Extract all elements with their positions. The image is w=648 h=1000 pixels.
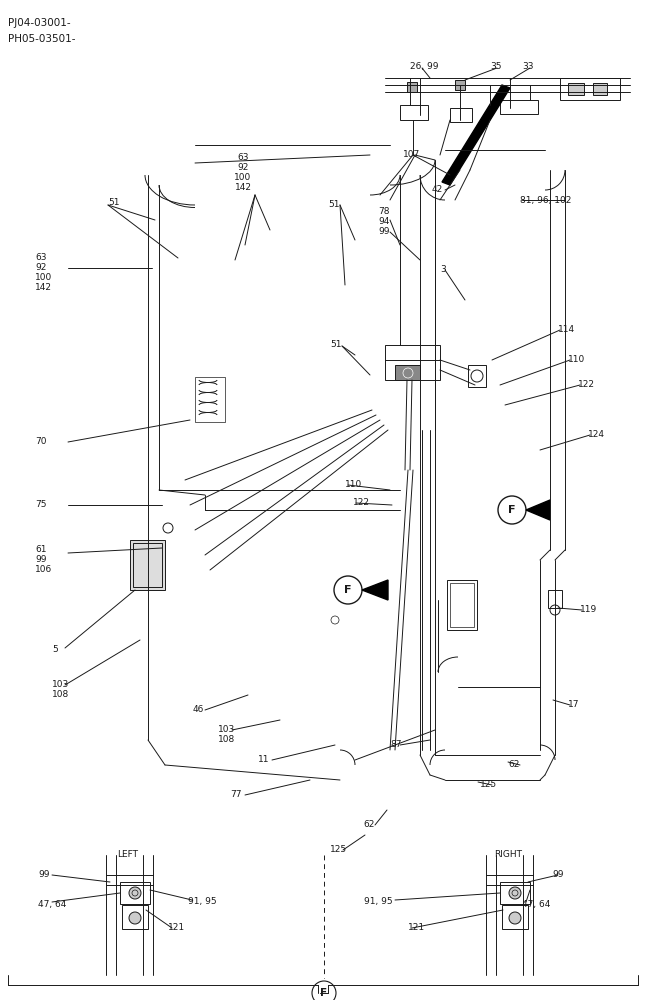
- Bar: [500, 100, 538, 114]
- Text: 108: 108: [218, 735, 235, 744]
- Bar: [407, 82, 417, 92]
- Text: 47, 64: 47, 64: [38, 900, 66, 909]
- Text: 107: 107: [403, 150, 421, 159]
- Text: 63: 63: [35, 253, 47, 262]
- Bar: [447, 580, 477, 630]
- Circle shape: [312, 981, 336, 1000]
- Text: 75: 75: [35, 500, 47, 509]
- Text: 142: 142: [235, 183, 251, 192]
- Bar: [130, 540, 165, 590]
- Text: 62: 62: [363, 820, 375, 829]
- Text: 87: 87: [390, 740, 402, 749]
- Text: 106: 106: [35, 565, 52, 574]
- Text: LEFT: LEFT: [117, 850, 139, 859]
- Text: PJ04-03001-: PJ04-03001-: [8, 18, 71, 28]
- Bar: [548, 590, 562, 608]
- Bar: [122, 905, 148, 929]
- Text: 92: 92: [35, 263, 47, 272]
- Text: 47, 64: 47, 64: [522, 900, 550, 909]
- Text: 5: 5: [52, 645, 58, 654]
- Bar: [502, 905, 528, 929]
- Text: 26, 99: 26, 99: [410, 62, 439, 71]
- Text: 103: 103: [218, 725, 235, 734]
- Text: 42: 42: [432, 185, 443, 194]
- Text: 46: 46: [193, 705, 204, 714]
- Bar: [450, 108, 472, 122]
- Text: 122: 122: [578, 380, 595, 389]
- Text: 110: 110: [345, 480, 362, 489]
- Text: 122: 122: [353, 498, 370, 507]
- Polygon shape: [526, 500, 550, 520]
- Circle shape: [498, 496, 526, 524]
- Text: 33: 33: [522, 62, 533, 71]
- Text: 124: 124: [588, 430, 605, 439]
- Text: 62: 62: [508, 760, 520, 769]
- Text: 142: 142: [35, 283, 52, 292]
- Text: F: F: [321, 988, 327, 998]
- Text: 94: 94: [378, 217, 389, 226]
- Text: 92: 92: [237, 163, 249, 172]
- Text: 100: 100: [235, 173, 251, 182]
- Text: 103: 103: [52, 680, 69, 689]
- Text: 11: 11: [258, 755, 270, 764]
- Text: 70: 70: [35, 437, 47, 446]
- Text: 35: 35: [490, 62, 502, 71]
- Text: 51: 51: [108, 198, 119, 207]
- Circle shape: [509, 912, 521, 924]
- Bar: [455, 80, 465, 90]
- Text: 99: 99: [38, 870, 49, 879]
- Text: 3: 3: [440, 265, 446, 274]
- Bar: [195, 377, 225, 422]
- Bar: [450, 583, 474, 627]
- Text: 51: 51: [330, 340, 341, 349]
- Circle shape: [334, 576, 362, 604]
- Bar: [395, 365, 420, 380]
- Text: 91, 95: 91, 95: [364, 897, 393, 906]
- Text: 77: 77: [230, 790, 242, 799]
- Polygon shape: [362, 580, 388, 600]
- Text: 63: 63: [237, 153, 249, 162]
- Text: 125: 125: [330, 845, 347, 854]
- Text: RIGHT: RIGHT: [494, 850, 522, 859]
- Text: 125: 125: [480, 780, 497, 789]
- Text: 99: 99: [35, 555, 47, 564]
- Text: F: F: [508, 505, 516, 515]
- Text: 61: 61: [35, 545, 47, 554]
- Text: 121: 121: [168, 923, 185, 932]
- Bar: [500, 882, 530, 904]
- Bar: [400, 105, 428, 120]
- Circle shape: [509, 887, 521, 899]
- Bar: [120, 882, 150, 904]
- Text: 17: 17: [568, 700, 579, 709]
- Bar: [468, 365, 486, 387]
- Bar: [385, 345, 440, 380]
- Text: PH05-03501-: PH05-03501-: [8, 34, 76, 44]
- Circle shape: [129, 887, 141, 899]
- Text: 114: 114: [558, 325, 575, 334]
- Text: 100: 100: [35, 273, 52, 282]
- Text: 78: 78: [378, 207, 389, 216]
- Text: 119: 119: [580, 605, 597, 614]
- Text: 51: 51: [328, 200, 340, 209]
- Text: 99: 99: [552, 870, 564, 879]
- Text: 108: 108: [52, 690, 69, 699]
- Bar: [568, 83, 584, 95]
- Bar: [560, 78, 620, 100]
- Text: 121: 121: [408, 923, 425, 932]
- Text: 91, 95: 91, 95: [188, 897, 216, 906]
- Polygon shape: [442, 85, 510, 185]
- Text: 99: 99: [378, 227, 389, 236]
- Text: 110: 110: [568, 355, 585, 364]
- Bar: [593, 83, 607, 95]
- Text: 81, 96, 102: 81, 96, 102: [520, 196, 572, 205]
- Bar: [133, 543, 162, 587]
- Circle shape: [129, 912, 141, 924]
- Text: F: F: [344, 585, 352, 595]
